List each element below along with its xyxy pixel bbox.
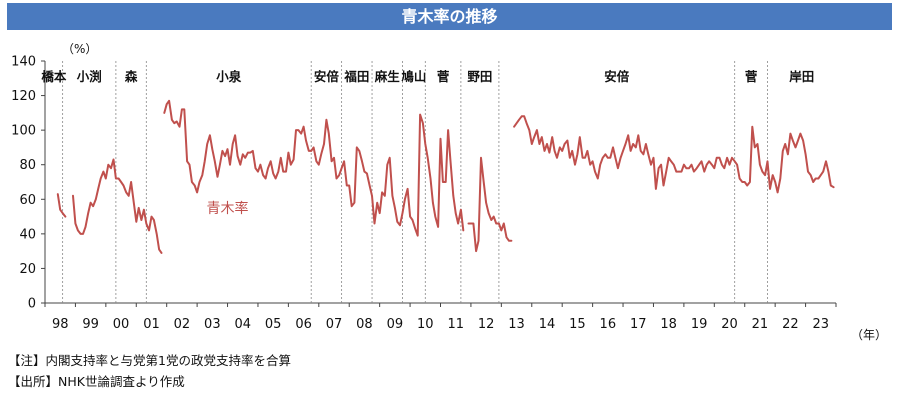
x-tick-label: 10 — [417, 317, 434, 332]
period-label: 鳩山 — [401, 69, 426, 84]
y-tick-label: 100 — [11, 124, 36, 139]
x-tick-label: 99 — [82, 317, 99, 332]
chart-title: 青木率の推移 — [7, 3, 892, 30]
period-label: 麻生 — [374, 69, 401, 84]
period-label: 安倍 — [604, 69, 630, 84]
x-tick-label: 07 — [326, 317, 343, 332]
x-tick-label: 04 — [234, 317, 251, 332]
x-tick-label: 01 — [143, 317, 160, 332]
series-line-segment — [513, 115, 835, 194]
x-tick-label: 09 — [387, 317, 404, 332]
footnote-source: 【出所】NHK世論調査より作成 — [8, 374, 185, 389]
period-label: 福田 — [343, 69, 369, 84]
period-label: 安倍 — [314, 69, 340, 84]
x-tick-label: 22 — [782, 317, 799, 332]
x-tick-label: 98 — [52, 317, 69, 332]
series-label: 青木率 — [207, 200, 249, 217]
y-tick-label: 120 — [11, 89, 36, 104]
y-axis-unit-label: （%） — [62, 42, 97, 56]
x-tick-label: 20 — [721, 317, 738, 332]
footnote-note: 【注】内閣支持率と与党第1党の政党支持率を合算 — [8, 353, 291, 368]
x-tick-label: 16 — [600, 317, 617, 332]
y-tick-label: 40 — [19, 227, 36, 242]
series-line-segment — [56, 193, 67, 218]
x-tick-label: 15 — [569, 317, 586, 332]
period-label: 岸田 — [789, 69, 814, 84]
x-tick-label: 12 — [478, 317, 495, 332]
x-tick-label: 17 — [630, 317, 647, 332]
y-tick-label: 140 — [11, 55, 36, 70]
period-label: 森 — [125, 69, 138, 84]
x-tick-label: 03 — [204, 317, 221, 332]
x-tick-label: 23 — [813, 317, 830, 332]
series-line-segment — [163, 99, 465, 237]
x-tick-label: 02 — [174, 317, 191, 332]
x-tick-label: 00 — [113, 317, 130, 332]
series-line-segment — [467, 156, 513, 253]
period-label: 野田 — [467, 69, 492, 84]
period-label: 菅 — [437, 69, 450, 84]
y-tick-label: 20 — [19, 262, 36, 277]
x-tick-label: 18 — [660, 317, 677, 332]
x-tick-label: 08 — [356, 317, 373, 332]
x-tick-label: 11 — [447, 317, 464, 332]
x-axis-unit-label: （年） — [851, 328, 887, 342]
y-tick-label: 60 — [19, 193, 36, 208]
period-label: 菅 — [745, 69, 758, 84]
x-tick-label: 06 — [295, 317, 312, 332]
x-tick-label: 13 — [508, 317, 525, 332]
x-tick-label: 14 — [539, 317, 556, 332]
y-tick-label: 80 — [19, 158, 36, 173]
period-label: 小渕 — [76, 69, 102, 84]
period-label: 小泉 — [215, 69, 242, 84]
y-tick-label: 0 — [28, 297, 36, 312]
period-label: 橋本 — [41, 69, 67, 84]
series-line-segment — [72, 158, 163, 254]
x-tick-label: 05 — [265, 317, 282, 332]
x-tick-label: 19 — [691, 317, 708, 332]
x-tick-label: 21 — [752, 317, 769, 332]
